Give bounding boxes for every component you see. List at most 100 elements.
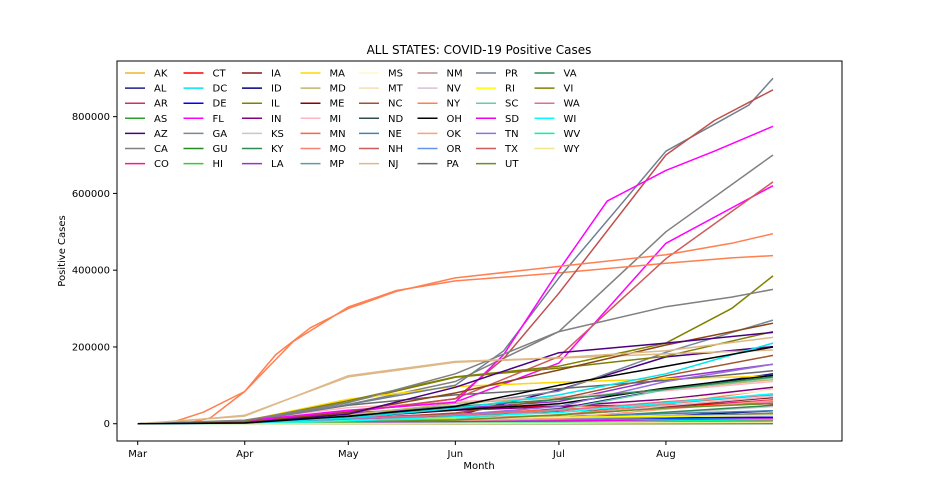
series-line-wy <box>168 421 774 425</box>
x-tick-label: Aug <box>656 449 676 460</box>
legend-entry-vi: VI <box>534 84 574 95</box>
legend-entry-md: MD <box>300 84 346 95</box>
chart-title: ALL STATES: COVID-19 Positive Cases <box>367 43 592 57</box>
legend-entry-mn: MN <box>300 129 346 140</box>
legend-entry-sc: SC <box>476 99 518 110</box>
legend-label: IN <box>271 114 281 125</box>
legend-entry-hi: HI <box>183 159 223 170</box>
x-tick-label: May <box>338 449 359 460</box>
x-axis-label: Month <box>463 461 494 472</box>
legend-label: NJ <box>388 159 398 170</box>
legend-label: WY <box>564 144 581 155</box>
legend-entry-nh: NH <box>359 144 403 155</box>
legend-label: PA <box>447 159 459 170</box>
legend-entry-nc: NC <box>359 99 402 110</box>
legend-label: AZ <box>154 129 168 140</box>
legend-label: OH <box>447 114 462 125</box>
legend-label: WA <box>564 99 580 110</box>
legend-label: TN <box>504 129 519 140</box>
legend-label: WV <box>564 129 581 140</box>
legend-label: AL <box>154 84 167 95</box>
legend-label: ME <box>330 99 345 110</box>
legend-entry-co: CO <box>125 159 169 170</box>
legend-entry-la: LA <box>242 159 284 170</box>
legend-entry-pr: PR <box>476 69 518 80</box>
legend-label: AR <box>154 99 168 110</box>
legend-entry-wi: WI <box>534 114 576 125</box>
legend-entry-tn: TN <box>476 129 519 140</box>
legend-entry-wy: WY <box>534 144 581 155</box>
series-line-extra-65 <box>137 346 774 425</box>
legend-entry-ms: MS <box>359 69 403 80</box>
legend-label: NH <box>388 144 403 155</box>
y-tick-label: 600000 <box>72 189 110 200</box>
series-line-extra-57 <box>137 125 774 425</box>
legend-label: MN <box>330 129 346 140</box>
legend-entry-ca: CA <box>125 144 168 155</box>
y-tick-label: 400000 <box>72 266 110 277</box>
legend-entry-ct: CT <box>183 69 226 80</box>
legend-entry-al: AL <box>125 84 167 95</box>
legend-entry-ne: NE <box>359 129 402 140</box>
legend-label: OR <box>447 144 462 155</box>
legend-label: CA <box>154 144 168 155</box>
legend-entry-ri: RI <box>476 84 515 95</box>
legend-entry-as: AS <box>125 114 167 125</box>
legend-entry-ak: AK <box>125 69 168 80</box>
legend-label: PR <box>505 69 518 80</box>
legend-label: VI <box>564 84 574 95</box>
legend-entry-nv: NV <box>417 84 461 95</box>
legend-entry-ma: MA <box>300 69 346 80</box>
y-tick-label: 200000 <box>72 342 110 353</box>
legend-entry-ky: KY <box>242 144 284 155</box>
legend-label: AK <box>154 69 168 80</box>
legend-entry-nm: NM <box>417 69 463 80</box>
y-axis: 0 200000 400000 600000 800000 <box>72 112 117 430</box>
legend-label: FL <box>213 114 225 125</box>
legend-label: DC <box>213 84 228 95</box>
legend-label: OK <box>447 129 462 140</box>
legend-label: DE <box>213 99 227 110</box>
legend-label: CO <box>154 159 169 170</box>
series-line-ca <box>168 154 774 425</box>
legend-entry-wa: WA <box>534 99 580 110</box>
plot-area <box>116 60 843 442</box>
legend-entry-ar: AR <box>125 99 168 110</box>
series-line-extra-60 <box>137 288 774 425</box>
legend-entry-pa: PA <box>417 159 459 170</box>
legend-entry-in: IN <box>242 114 281 125</box>
legend-label: MI <box>330 114 342 125</box>
legend-entry-oh: OH <box>417 114 462 125</box>
legend-entry-ok: OK <box>417 129 462 140</box>
legend-label: NE <box>388 129 402 140</box>
legend-label: MT <box>388 84 404 95</box>
legend-entry-fl: FL <box>183 114 225 125</box>
legend-entry-gu: GU <box>183 144 228 155</box>
series-line-extra-63 <box>137 336 774 425</box>
y-tick-label: 800000 <box>72 112 110 123</box>
legend-label: ND <box>388 114 403 125</box>
x-tick-label: Mar <box>128 449 148 460</box>
legend-entry-mo: MO <box>300 144 346 155</box>
legend-label: MA <box>330 69 346 80</box>
legend-label: KS <box>271 129 284 140</box>
y-tick-label: 0 <box>104 419 110 430</box>
legend-entry-mt: MT <box>359 84 404 95</box>
legend-label: VA <box>564 69 577 80</box>
legend-label: ID <box>271 84 282 95</box>
legend-label: SC <box>505 99 518 110</box>
legend-label: MP <box>330 159 345 170</box>
x-axis: Mar Apr May Jun Jul Aug <box>128 441 676 460</box>
legend-entry-ga: GA <box>183 129 228 140</box>
legend-entry-me: ME <box>300 99 345 110</box>
legend-label: LA <box>271 159 284 170</box>
legend-label: NC <box>388 99 402 110</box>
series-line-extra-55 <box>137 77 774 425</box>
x-tick-label: Jul <box>552 449 565 460</box>
legend-entry-nd: ND <box>359 114 403 125</box>
legend-label: MS <box>388 69 403 80</box>
legend-entry-sd: SD <box>476 114 519 125</box>
legend-label: GA <box>213 129 228 140</box>
legend-entry-de: DE <box>183 99 227 110</box>
